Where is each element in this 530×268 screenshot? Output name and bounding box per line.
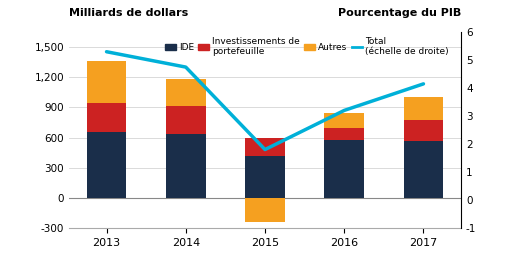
Bar: [166, 134, 206, 198]
Bar: [166, 106, 206, 134]
Bar: [245, 198, 285, 222]
Bar: [404, 97, 443, 120]
Bar: [87, 103, 126, 132]
Bar: [404, 141, 443, 198]
Bar: [87, 132, 126, 198]
Bar: [324, 140, 364, 198]
Bar: [245, 138, 285, 155]
Bar: [245, 155, 285, 198]
Bar: [324, 113, 364, 128]
Text: Pourcentage du PIB: Pourcentage du PIB: [338, 8, 461, 18]
Bar: [166, 79, 206, 106]
Bar: [324, 128, 364, 140]
Bar: [87, 61, 126, 103]
Bar: [404, 120, 443, 141]
Legend: IDE, Investissements de
portefeuille, Autres, Total
(échelle de droite): IDE, Investissements de portefeuille, Au…: [165, 37, 449, 56]
Text: Milliards de dollars: Milliards de dollars: [69, 8, 188, 18]
